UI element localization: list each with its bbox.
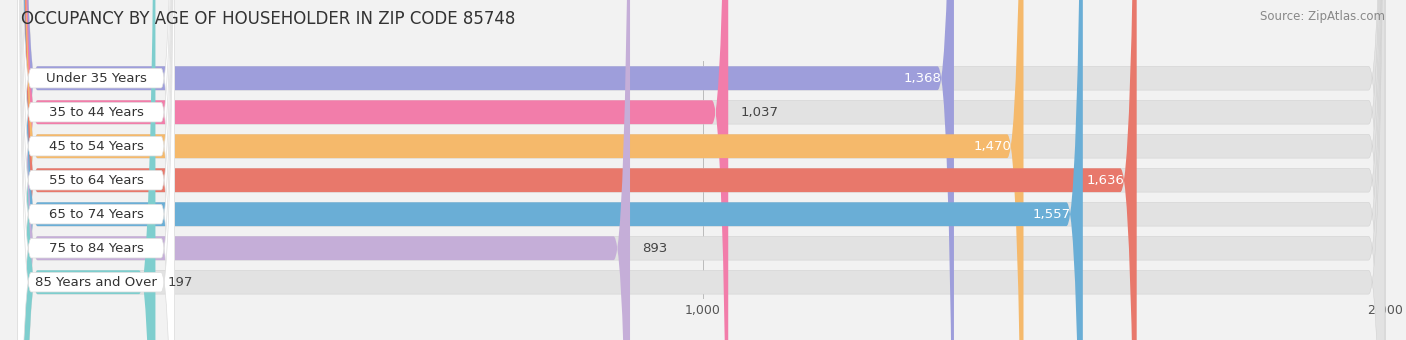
Text: 75 to 84 Years: 75 to 84 Years <box>49 242 143 255</box>
FancyBboxPatch shape <box>18 0 174 340</box>
FancyBboxPatch shape <box>21 0 156 340</box>
FancyBboxPatch shape <box>18 0 174 340</box>
FancyBboxPatch shape <box>21 0 1385 340</box>
FancyBboxPatch shape <box>21 0 1385 340</box>
Text: Source: ZipAtlas.com: Source: ZipAtlas.com <box>1260 10 1385 23</box>
Text: 85 Years and Over: 85 Years and Over <box>35 276 157 289</box>
Text: 1,636: 1,636 <box>1087 174 1125 187</box>
FancyBboxPatch shape <box>18 0 174 340</box>
FancyBboxPatch shape <box>21 0 1385 340</box>
FancyBboxPatch shape <box>18 0 174 340</box>
FancyBboxPatch shape <box>21 0 1136 340</box>
Text: Under 35 Years: Under 35 Years <box>45 72 146 85</box>
FancyBboxPatch shape <box>21 0 630 340</box>
FancyBboxPatch shape <box>21 0 728 340</box>
FancyBboxPatch shape <box>18 0 174 340</box>
FancyBboxPatch shape <box>18 0 174 340</box>
Text: 1,470: 1,470 <box>973 140 1011 153</box>
Text: 197: 197 <box>167 276 193 289</box>
FancyBboxPatch shape <box>21 0 1385 340</box>
FancyBboxPatch shape <box>21 0 1024 340</box>
Text: 1,037: 1,037 <box>741 106 779 119</box>
Text: 893: 893 <box>643 242 668 255</box>
FancyBboxPatch shape <box>21 0 953 340</box>
Text: 45 to 54 Years: 45 to 54 Years <box>49 140 143 153</box>
Text: 55 to 64 Years: 55 to 64 Years <box>49 174 143 187</box>
Text: 1,557: 1,557 <box>1032 208 1070 221</box>
Text: 35 to 44 Years: 35 to 44 Years <box>49 106 143 119</box>
FancyBboxPatch shape <box>21 0 1385 340</box>
Text: 1,368: 1,368 <box>904 72 942 85</box>
FancyBboxPatch shape <box>21 0 1385 340</box>
Text: OCCUPANCY BY AGE OF HOUSEHOLDER IN ZIP CODE 85748: OCCUPANCY BY AGE OF HOUSEHOLDER IN ZIP C… <box>21 10 516 28</box>
FancyBboxPatch shape <box>21 0 1385 340</box>
Text: 65 to 74 Years: 65 to 74 Years <box>49 208 143 221</box>
FancyBboxPatch shape <box>21 0 1083 340</box>
FancyBboxPatch shape <box>18 0 174 340</box>
